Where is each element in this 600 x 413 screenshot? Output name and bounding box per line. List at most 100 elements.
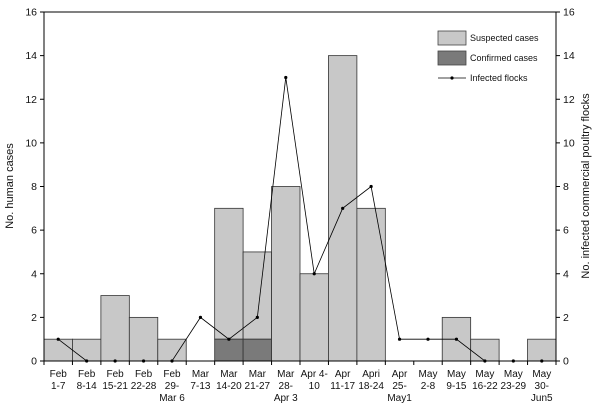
y-tick-label-right-2: 2: [563, 312, 569, 324]
bar-suspected-6: [214, 207, 244, 340]
flock-point-14: [454, 337, 459, 341]
legend-swatch-confirmed: [437, 50, 467, 66]
x-tick-label-line: Mar: [277, 369, 295, 380]
x-tick-label-7: Mar 21-27: [245, 369, 271, 392]
x-tick-label-line: 11-17: [330, 381, 355, 392]
x-tick-label-line: Feb: [135, 369, 153, 380]
flock-point-12: [397, 337, 402, 341]
legend-swatch-suspected: [437, 30, 467, 46]
x-tick-label-line: Feb: [163, 369, 181, 380]
y-tick-label-right-10: 10: [563, 137, 575, 149]
x-tick-label-line: 8-14: [77, 381, 97, 392]
x-tick-label-line: Mar 6: [159, 393, 185, 404]
legend-label-flocks: Infected flocks: [470, 73, 528, 83]
x-tick-label-line: 1-7: [51, 381, 66, 392]
y-tick-label-left-14: 14: [25, 50, 37, 62]
y-tick-label-left-0: 0: [31, 356, 37, 368]
x-tick-label-line: Mar: [220, 369, 238, 380]
x-tick-label-line: May: [419, 369, 438, 380]
x-tick-label-line: Apr 4-: [301, 369, 328, 380]
flock-point-5: [198, 315, 203, 319]
y-tick-label-right-4: 4: [563, 268, 569, 280]
x-tick-label-line: Feb: [50, 369, 68, 380]
flock-point-6: [227, 337, 231, 341]
x-tick-label-line: May1: [387, 393, 412, 404]
x-tick-label-14: May 9-15: [446, 369, 466, 392]
x-tick-label-2: Feb 15-21: [102, 369, 128, 392]
x-tick-label-line: 16-22: [472, 381, 498, 392]
x-tick-label-15: May 16-22: [472, 369, 498, 392]
x-tick-label-line: 18-24: [358, 381, 384, 392]
flock-point-13: [426, 337, 430, 341]
x-tick-label-line: 2-8: [421, 381, 436, 392]
x-tick-label-8: Mar 28-Apr 3: [274, 369, 298, 404]
x-tick-label-line: 29-: [165, 381, 179, 392]
x-tick-label-line: 28-: [279, 381, 293, 392]
x-tick-label-line: 21-27: [245, 381, 271, 392]
y-axis-left-title: No. human cases: [4, 143, 16, 229]
x-tick-label-line: 30-: [535, 381, 549, 392]
x-tick-label-line: Jun5: [531, 393, 553, 404]
y-tick-label-right-6: 6: [563, 225, 569, 237]
legend-label-confirmed: Confirmed cases: [470, 53, 538, 63]
x-tick-label-line: Apr: [335, 369, 351, 380]
legend-marker-flocks: [450, 76, 454, 80]
flock-point-10: [341, 206, 345, 210]
y-tick-label-left-8: 8: [31, 181, 37, 193]
bar-suspected-15: [470, 338, 500, 362]
x-tick-label-line: 22-28: [131, 381, 157, 392]
y-tick-label-left-6: 6: [31, 225, 37, 237]
flock-point-8: [284, 75, 288, 80]
y-tick-label-left-4: 4: [31, 268, 37, 280]
x-tick-label-6: Mar 14-20: [216, 369, 242, 392]
y-tick-label-right-0: 0: [563, 356, 569, 368]
y-tick-label-right-12: 12: [563, 94, 575, 106]
x-tick-label-line: May: [504, 369, 523, 380]
bar-confirmed-6: [214, 338, 244, 362]
bar-suspected-2: [100, 295, 130, 362]
y-tick-label-left-10: 10: [25, 137, 37, 149]
y-axis-right-title: No. infected commercial poultry flocks: [580, 93, 592, 279]
flock-point-0: [56, 337, 60, 341]
x-tick-label-line: 14-20: [216, 381, 242, 392]
x-tick-label-line: Feb: [78, 369, 96, 380]
legend-label-suspected: Suspected cases: [470, 33, 539, 43]
bar-suspected-1: [72, 338, 102, 362]
x-tick-label-4: Feb 29-Mar 6: [159, 369, 185, 404]
x-tick-label-line: Mar: [249, 369, 267, 380]
y-axis-left-ticks: 0 2 4 6 8 10 12 14 16: [25, 7, 44, 368]
x-tick-label-line: 10: [309, 381, 321, 392]
bar-suspected-17: [527, 338, 557, 362]
x-tick-label-line: 9-15: [446, 381, 466, 392]
bar-confirmed-7: [242, 338, 272, 362]
y-tick-label-right-16: 16: [563, 7, 575, 19]
y-axis-right-ticks: 0 2 4 6 8 10 12 14 16: [556, 7, 575, 368]
x-tick-label-0: Feb 1-7: [50, 369, 68, 392]
x-tick-label-12: Apr 25-May1: [387, 369, 412, 404]
bar-suspected-7: [242, 251, 272, 340]
x-tick-label-9: Apr 4-10: [301, 369, 328, 392]
x-tick-label-line: May: [532, 369, 551, 380]
x-tick-label-line: Apr: [392, 369, 408, 380]
x-tick-label-line: May: [475, 369, 494, 380]
x-tick-label-line: 25-: [392, 381, 406, 392]
x-tick-label-line: 23-29: [501, 381, 527, 392]
x-tick-label-line: Feb: [106, 369, 124, 380]
x-tick-label-10: Apr 11-17: [330, 369, 355, 392]
x-tick-label-line: 7-13: [190, 381, 210, 392]
x-tick-label-3: Feb 22-28: [131, 369, 157, 392]
y-tick-label-left-12: 12: [25, 94, 37, 106]
x-tick-label-1: Feb 8-14: [77, 369, 97, 392]
y-tick-label-right-8: 8: [563, 181, 569, 193]
x-tick-label-line: May: [447, 369, 466, 380]
flock-point-7: [255, 315, 259, 319]
bar-suspected-8: [271, 186, 301, 362]
y-tick-label-right-14: 14: [563, 50, 575, 62]
y-tick-label-left-16: 16: [25, 7, 37, 19]
bar-group: [43, 55, 557, 362]
bar-suspected-4: [157, 338, 187, 362]
bar-suspected-9: [299, 273, 329, 362]
x-tick-label-17: May 30-Jun5: [531, 369, 553, 404]
